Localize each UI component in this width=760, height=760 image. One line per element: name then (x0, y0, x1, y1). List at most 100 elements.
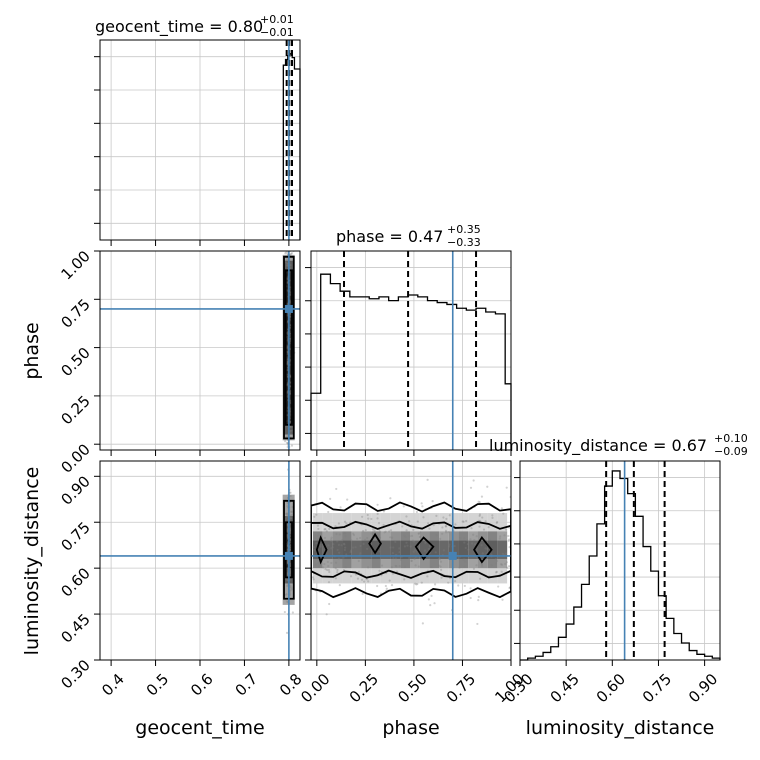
sample-point-137 (286, 356, 289, 359)
sample-point-104 (289, 584, 292, 587)
sample-point-149 (447, 531, 450, 534)
contour-4 (414, 536, 435, 561)
sample-point-232 (426, 575, 429, 578)
sample-point-4 (418, 536, 422, 539)
sample-point-393 (349, 550, 352, 554)
sample-point-107 (376, 517, 379, 520)
sample-point-157 (475, 535, 478, 538)
sample-point-322 (469, 596, 472, 600)
sample-point-247 (467, 548, 470, 551)
sample-point-96 (457, 557, 460, 560)
sample-point-78 (289, 264, 292, 267)
sample-point-166 (398, 550, 401, 554)
sample-point-27 (360, 578, 364, 581)
sample-point-20 (457, 584, 460, 587)
sample-point-62 (349, 549, 353, 552)
sample-point-131 (376, 503, 379, 506)
sample-point-3 (463, 565, 466, 568)
sample-point-340 (502, 512, 505, 515)
sample-point-197 (289, 252, 293, 256)
sample-point-383 (395, 565, 398, 568)
sample-point-189 (390, 583, 394, 587)
sample-point-335 (331, 546, 335, 549)
contour-0 (283, 255, 295, 440)
sample-point-78 (343, 548, 346, 551)
frame-luminosity_distance-vs-geocent_time (99, 460, 301, 661)
sample-point-350 (408, 534, 411, 538)
sample-point-25 (378, 550, 381, 553)
sample-point-184 (289, 589, 292, 592)
sample-point-122 (373, 529, 376, 532)
sample-point-299 (338, 533, 341, 536)
sample-point-399 (335, 487, 338, 491)
sample-point-310 (351, 546, 355, 549)
sample-point-117 (478, 513, 482, 516)
sample-point-172 (329, 497, 332, 501)
sample-point-48 (284, 252, 287, 255)
sample-point-369 (327, 510, 330, 514)
sample-point-127 (342, 556, 345, 559)
sample-point-229 (439, 537, 442, 540)
sample-point-59 (285, 251, 288, 254)
sample-point-324 (424, 541, 427, 545)
density-block-29 (400, 540, 411, 559)
sample-point-90 (311, 576, 315, 579)
sample-point-121 (500, 570, 503, 573)
sample-point-23 (336, 568, 339, 572)
sample-point-24 (415, 583, 418, 586)
sample-point-242 (389, 529, 393, 532)
sample-point-231 (494, 571, 498, 574)
sample-point-362 (389, 536, 392, 539)
sample-point-101 (469, 486, 473, 489)
sample-point-169 (312, 546, 315, 549)
sample-point-295 (444, 529, 448, 533)
sample-point-279 (505, 528, 508, 531)
sample-point-108 (405, 515, 408, 518)
sample-point-408 (317, 534, 320, 537)
xtick-label-geocent_time-2: 0.6 (187, 670, 217, 700)
contour-0 (311, 501, 511, 599)
sample-point-222 (286, 505, 289, 508)
sample-point-150 (431, 500, 434, 503)
sample-point-123 (453, 544, 456, 548)
sample-point-74 (382, 510, 386, 513)
sample-point-102 (356, 577, 360, 580)
sample-point-90 (289, 409, 292, 412)
sample-point-174 (481, 552, 484, 555)
density-block-35 (419, 540, 430, 559)
sample-point-331 (433, 583, 437, 586)
sample-point-301 (463, 541, 466, 544)
sample-point-119 (289, 429, 292, 433)
sample-point-402 (442, 549, 446, 552)
sample-point-250 (359, 536, 362, 540)
sample-point-46 (336, 540, 339, 543)
density-block-17 (361, 540, 372, 559)
sample-point-270 (503, 534, 506, 537)
sample-point-186 (389, 546, 392, 549)
sample-point-254 (429, 603, 432, 607)
sample-point-116 (361, 592, 364, 595)
sample-point-34 (286, 529, 289, 533)
sample-point-72 (334, 561, 338, 564)
sample-point-378 (380, 564, 384, 567)
sample-point-281 (463, 537, 466, 540)
sample-point-219 (290, 586, 293, 589)
sample-point-63 (433, 602, 436, 605)
sample-point-272 (470, 527, 473, 530)
sample-point-385 (507, 565, 511, 568)
sample-point-57 (438, 564, 441, 567)
sample-point-26 (290, 588, 293, 591)
sample-point-151 (404, 535, 407, 538)
truth-marker-phase-vs-geocent_time (284, 304, 293, 313)
sample-point-206 (513, 539, 515, 541)
sample-point-180 (417, 565, 421, 568)
sample-point-122 (285, 516, 288, 519)
sample-point-68 (285, 512, 288, 516)
sample-point-211 (286, 362, 289, 365)
sample-point-223 (323, 562, 326, 566)
sample-point-2 (478, 501, 481, 504)
contour-5 (473, 535, 493, 564)
sample-point-65 (336, 548, 339, 552)
sample-point-305 (315, 513, 318, 516)
density-block-47 (458, 540, 469, 559)
